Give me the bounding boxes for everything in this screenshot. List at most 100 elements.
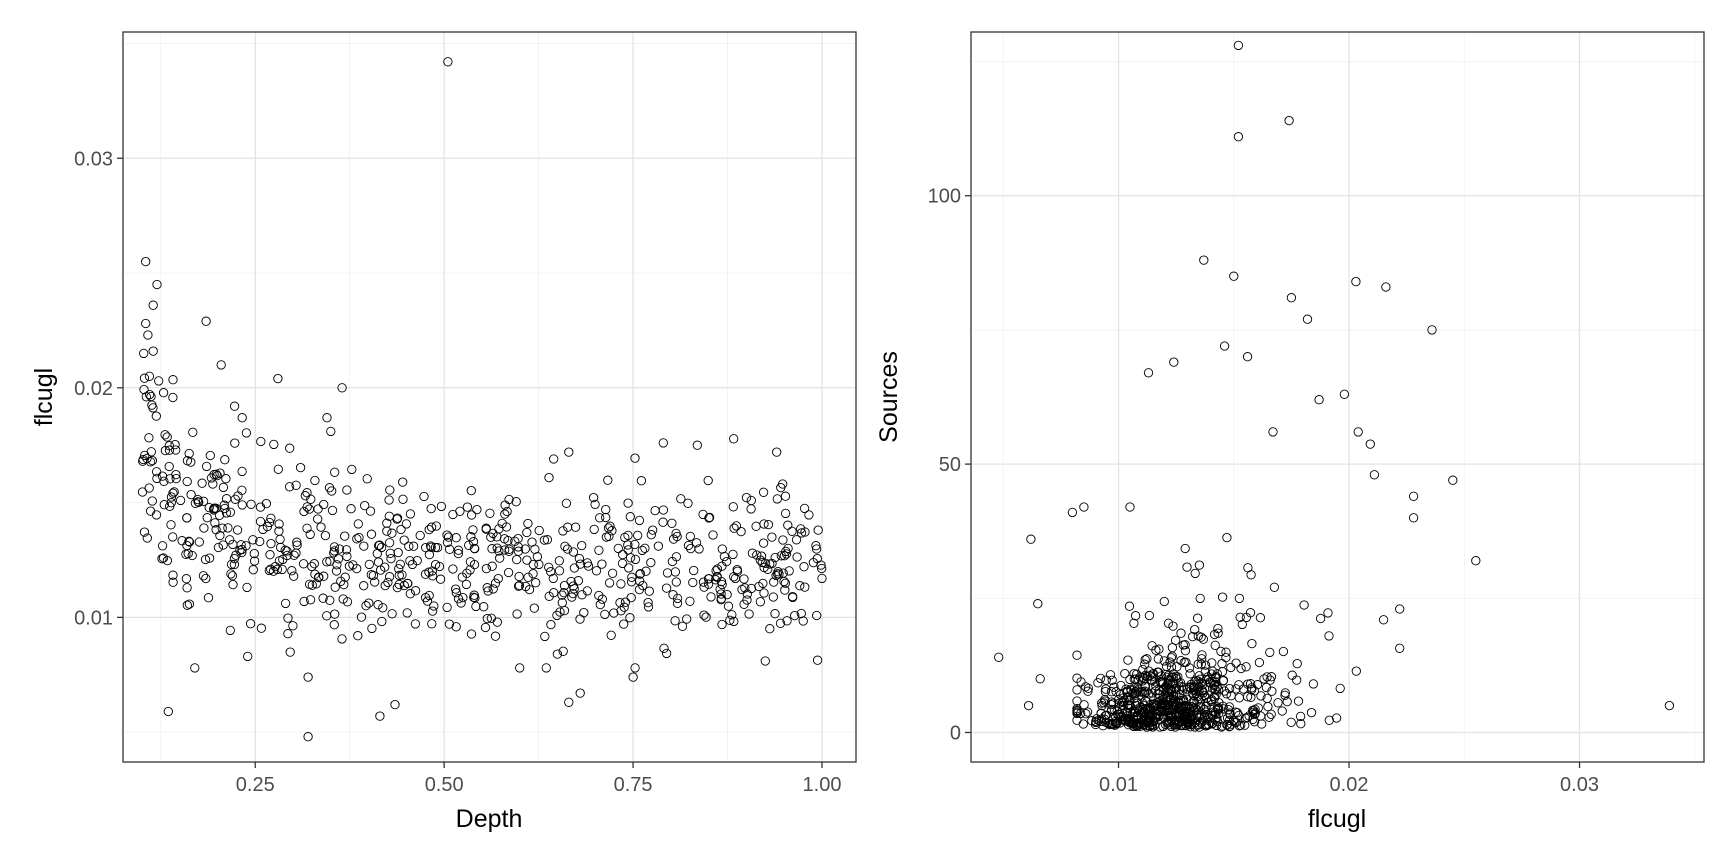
data-point	[187, 550, 197, 561]
data-point	[1231, 684, 1241, 694]
data-point	[1145, 712, 1156, 723]
data-point	[408, 541, 419, 551]
data-point	[1224, 683, 1235, 694]
data-point	[375, 711, 385, 721]
data-point	[394, 564, 404, 574]
data-point	[1265, 647, 1275, 658]
data-point	[685, 596, 695, 606]
data-point	[817, 563, 827, 574]
data-point	[772, 494, 782, 504]
data-point	[407, 559, 418, 570]
data-point	[520, 544, 530, 554]
data-point	[162, 432, 172, 442]
data-point	[595, 513, 605, 523]
right-x-axis-title: flcugl	[1308, 805, 1366, 833]
data-point	[1200, 660, 1211, 670]
data-point	[544, 591, 554, 601]
data-point	[618, 549, 628, 560]
data-point	[534, 525, 544, 536]
data-point	[181, 574, 192, 584]
data-point	[703, 579, 714, 589]
data-point	[249, 556, 260, 566]
data-point	[1190, 722, 1200, 732]
data-point	[575, 559, 585, 569]
data-point	[1187, 631, 1198, 642]
data-point	[154, 376, 164, 386]
data-point	[1171, 700, 1182, 711]
data-point	[1224, 722, 1234, 732]
data-point	[378, 603, 388, 613]
data-point	[188, 427, 198, 437]
data-point	[1308, 679, 1319, 689]
data-point	[1118, 700, 1129, 711]
data-point	[451, 584, 461, 594]
data-point	[1192, 720, 1202, 730]
data-point	[310, 569, 320, 579]
data-point	[1194, 722, 1204, 732]
data-point	[1167, 700, 1177, 710]
data-point	[395, 559, 405, 569]
data-point	[623, 530, 633, 541]
data-point	[364, 559, 374, 570]
data-point	[635, 569, 645, 579]
data-point	[1219, 686, 1230, 696]
data-point	[1236, 663, 1246, 674]
data-point	[788, 592, 798, 603]
data-point	[182, 583, 192, 593]
data-point	[1233, 40, 1244, 51]
data-point	[594, 590, 604, 601]
data-point	[1395, 643, 1405, 653]
data-point	[144, 483, 154, 493]
data-point	[1254, 657, 1265, 668]
data-point	[327, 486, 337, 496]
data-point	[465, 565, 475, 575]
data-point	[671, 577, 681, 587]
data-point	[812, 610, 822, 621]
data-point	[1192, 613, 1203, 623]
data-point	[816, 560, 826, 570]
data-point	[144, 433, 154, 443]
data-point	[481, 523, 491, 533]
data-point	[601, 512, 611, 523]
data-point	[289, 550, 299, 560]
data-point	[1232, 708, 1242, 718]
data-point	[168, 375, 178, 385]
data-point	[1139, 707, 1150, 717]
data-point	[503, 567, 514, 578]
data-point	[329, 620, 339, 630]
data-point	[1295, 711, 1306, 722]
right-chart: 0.01 0.02 0.03 0 50 100 flcugl Sources	[875, 31, 1705, 833]
data-point	[590, 499, 600, 510]
data-point	[589, 524, 599, 535]
data-point	[1249, 705, 1259, 716]
data-point	[285, 647, 295, 657]
data-point	[330, 467, 340, 477]
data-point	[1221, 647, 1231, 657]
data-point	[633, 530, 643, 541]
data-point	[266, 564, 276, 574]
data-point	[1255, 613, 1266, 623]
data-point	[784, 566, 794, 576]
data-point	[756, 551, 767, 561]
data-point	[487, 544, 497, 554]
data-point	[1284, 115, 1294, 126]
data-point	[1249, 686, 1260, 696]
data-point	[522, 527, 532, 538]
data-point	[1306, 707, 1317, 718]
data-point	[1166, 653, 1176, 663]
data-point	[1072, 705, 1082, 715]
data-point	[390, 699, 400, 710]
data-point	[148, 346, 158, 356]
data-point	[1072, 707, 1082, 717]
data-point	[512, 554, 522, 565]
data-point	[620, 532, 630, 543]
data-point	[353, 519, 363, 529]
data-point	[544, 472, 554, 483]
data-point	[796, 528, 807, 538]
data-point	[716, 576, 727, 587]
data-point	[385, 485, 395, 495]
data-point	[210, 518, 220, 528]
data-point	[1249, 709, 1260, 720]
data-point	[1123, 655, 1133, 665]
data-point	[1323, 608, 1333, 618]
